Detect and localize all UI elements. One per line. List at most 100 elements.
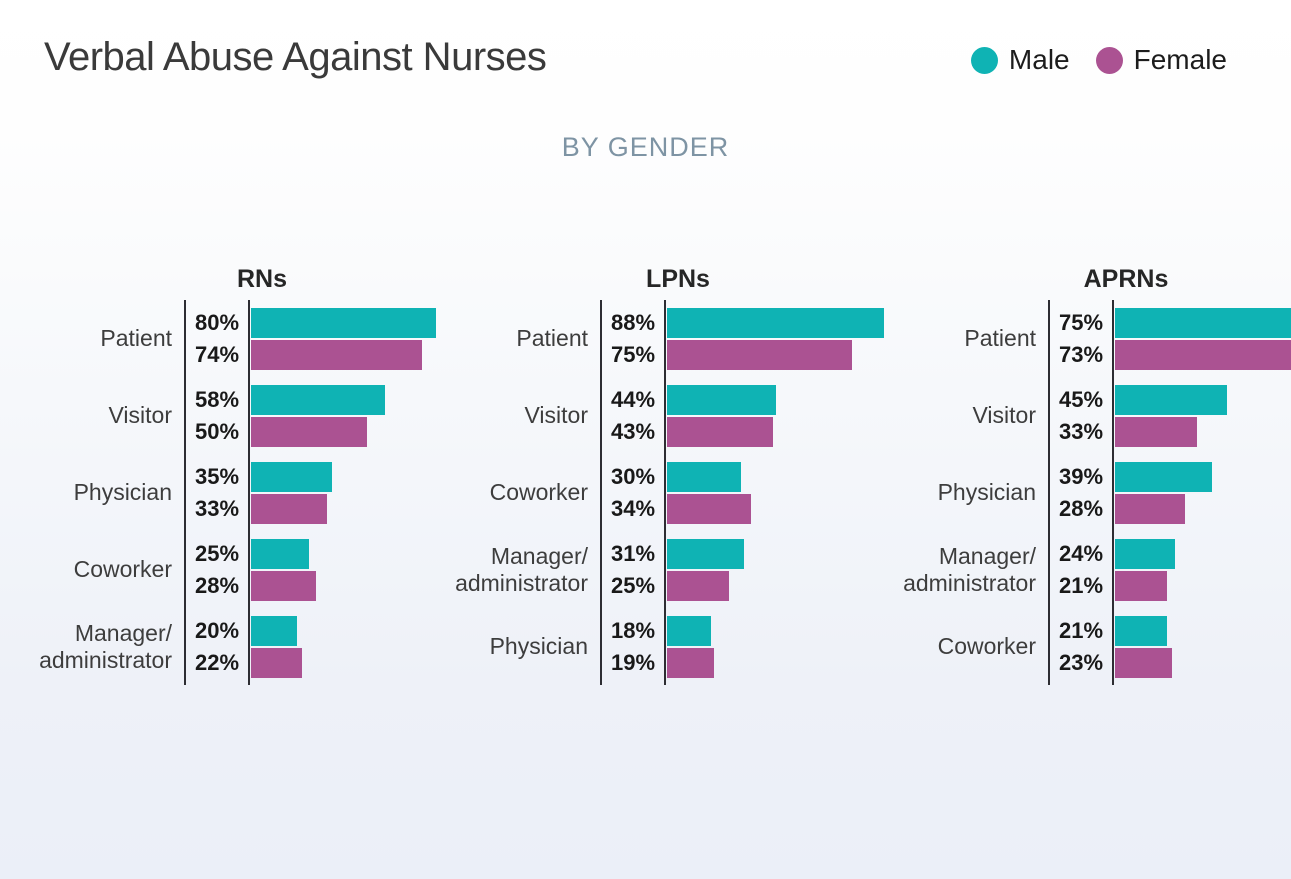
bar-male — [667, 384, 776, 415]
bar-male — [251, 307, 436, 338]
bar-female — [1115, 647, 1172, 678]
value-label-male: 35% — [194, 463, 240, 489]
value-label-female: 21% — [1058, 572, 1104, 598]
category-label: Coworker — [73, 556, 172, 582]
value-label-male: 20% — [194, 617, 240, 643]
category-label: Physician — [489, 633, 588, 659]
chart-group-title: RNs — [236, 265, 288, 293]
page-title: Verbal Abuse Against Nurses — [44, 35, 547, 79]
chart-row: Coworker 21% 23% — [888, 608, 1291, 685]
bars-cell — [250, 377, 440, 454]
charts-area: RNs Patient 80% 74% Visitor 58% 50% Physician 35… — [0, 265, 1291, 685]
category-label: Coworker — [937, 633, 1036, 659]
value-label-male: 25% — [194, 540, 240, 566]
chart-row: Manager/administrator 31% 25% — [440, 531, 888, 608]
chart-row: Patient 75% 73% — [888, 300, 1291, 377]
chart-row: Physician 39% 28% — [888, 454, 1291, 531]
bar-male — [667, 307, 884, 338]
bars-cell — [250, 531, 440, 608]
category-label: Manager/administrator — [903, 542, 1036, 596]
legend-item-female: Female — [1095, 45, 1227, 75]
bars-cell — [250, 608, 440, 685]
value-label-cell: 58% 50% — [184, 377, 250, 454]
value-label-female: 19% — [610, 649, 656, 675]
value-label-female: 25% — [610, 572, 656, 598]
category-label: Visitor — [524, 402, 589, 428]
male-swatch-icon — [970, 46, 998, 74]
bar-male — [1115, 307, 1291, 338]
value-label-female: 28% — [1058, 495, 1104, 521]
bars-cell — [666, 531, 888, 608]
value-label-female: 75% — [610, 341, 656, 367]
chart-row: Patient 88% 75% — [440, 300, 888, 377]
bar-female — [1115, 339, 1291, 370]
bar-male — [1115, 461, 1212, 492]
category-label: Coworker — [489, 479, 588, 505]
value-label-male: 58% — [194, 386, 240, 412]
female-swatch-icon — [1095, 46, 1123, 74]
bar-female — [251, 493, 327, 524]
category-label: Patient — [100, 325, 172, 351]
value-label-cell: 88% 75% — [600, 300, 666, 377]
chart-row: Coworker 25% 28% — [24, 531, 440, 608]
chart-lpns: LPNs Patient 88% 75% Visitor 44% 43% Coworker 30… — [440, 265, 888, 685]
bar-female — [667, 339, 852, 370]
header: Verbal Abuse Against Nurses Male Female — [0, 0, 1291, 81]
value-label-cell: 45% 33% — [1048, 377, 1114, 454]
chart-group-title: LPNs — [646, 265, 710, 293]
chart-row: Visitor 44% 43% — [440, 377, 888, 454]
bar-male — [667, 538, 744, 569]
value-label-male: 31% — [610, 540, 656, 566]
value-label-cell: 39% 28% — [1048, 454, 1114, 531]
value-label-male: 44% — [610, 386, 656, 412]
bars-cell — [666, 300, 888, 377]
value-label-male: 75% — [1058, 309, 1104, 335]
value-label-female: 22% — [194, 649, 240, 675]
value-label-cell: 25% 28% — [184, 531, 250, 608]
value-label-female: 33% — [1058, 418, 1104, 444]
bars-cell — [1114, 454, 1291, 531]
bar-male — [667, 615, 711, 646]
category-label: Visitor — [972, 402, 1037, 428]
value-label-cell: 21% 23% — [1048, 608, 1114, 685]
bars-cell — [1114, 608, 1291, 685]
value-label-female: 23% — [1058, 649, 1104, 675]
value-label-cell: 31% 25% — [600, 531, 666, 608]
chart-rows: Patient 75% 73% Visitor 45% 33% Physician 39% 28… — [888, 300, 1291, 685]
bars-cell — [666, 377, 888, 454]
value-label-male: 88% — [610, 309, 656, 335]
value-label-female: 50% — [194, 418, 240, 444]
value-label-male: 30% — [610, 463, 656, 489]
chart-row: Physician 18% 19% — [440, 608, 888, 685]
bar-female — [667, 416, 773, 447]
value-label-female: 33% — [194, 495, 240, 521]
bars-cell — [1114, 377, 1291, 454]
value-label-male: 18% — [610, 617, 656, 643]
value-label-female: 43% — [610, 418, 656, 444]
value-label-male: 24% — [1058, 540, 1104, 566]
bar-female — [667, 493, 751, 524]
chart-subtitle: BY GENDER — [561, 132, 730, 162]
category-label: Manager/administrator — [455, 542, 588, 596]
bars-cell — [250, 454, 440, 531]
bar-female — [251, 570, 316, 601]
bar-male — [251, 615, 297, 646]
chart-rows: Patient 88% 75% Visitor 44% 43% Coworker 30% 34%… — [440, 300, 888, 685]
bar-male — [1115, 615, 1167, 646]
bar-female — [1115, 570, 1167, 601]
chart-row: Coworker 30% 34% — [440, 454, 888, 531]
bars-cell — [1114, 531, 1291, 608]
bar-female — [1115, 493, 1185, 524]
value-label-male: 39% — [1058, 463, 1104, 489]
bar-male — [251, 384, 385, 415]
chart-rows: Patient 80% 74% Visitor 58% 50% Physician 35% 33… — [24, 300, 440, 685]
value-label-cell: 80% 74% — [184, 300, 250, 377]
chart-row: Manager/administrator 24% 21% — [888, 531, 1291, 608]
value-label-cell: 44% 43% — [600, 377, 666, 454]
legend-label-male: Male — [1008, 44, 1070, 75]
chart-row: Physician 35% 33% — [24, 454, 440, 531]
bar-female — [251, 416, 367, 447]
value-label-cell: 20% 22% — [184, 608, 250, 685]
value-label-cell: 35% 33% — [184, 454, 250, 531]
